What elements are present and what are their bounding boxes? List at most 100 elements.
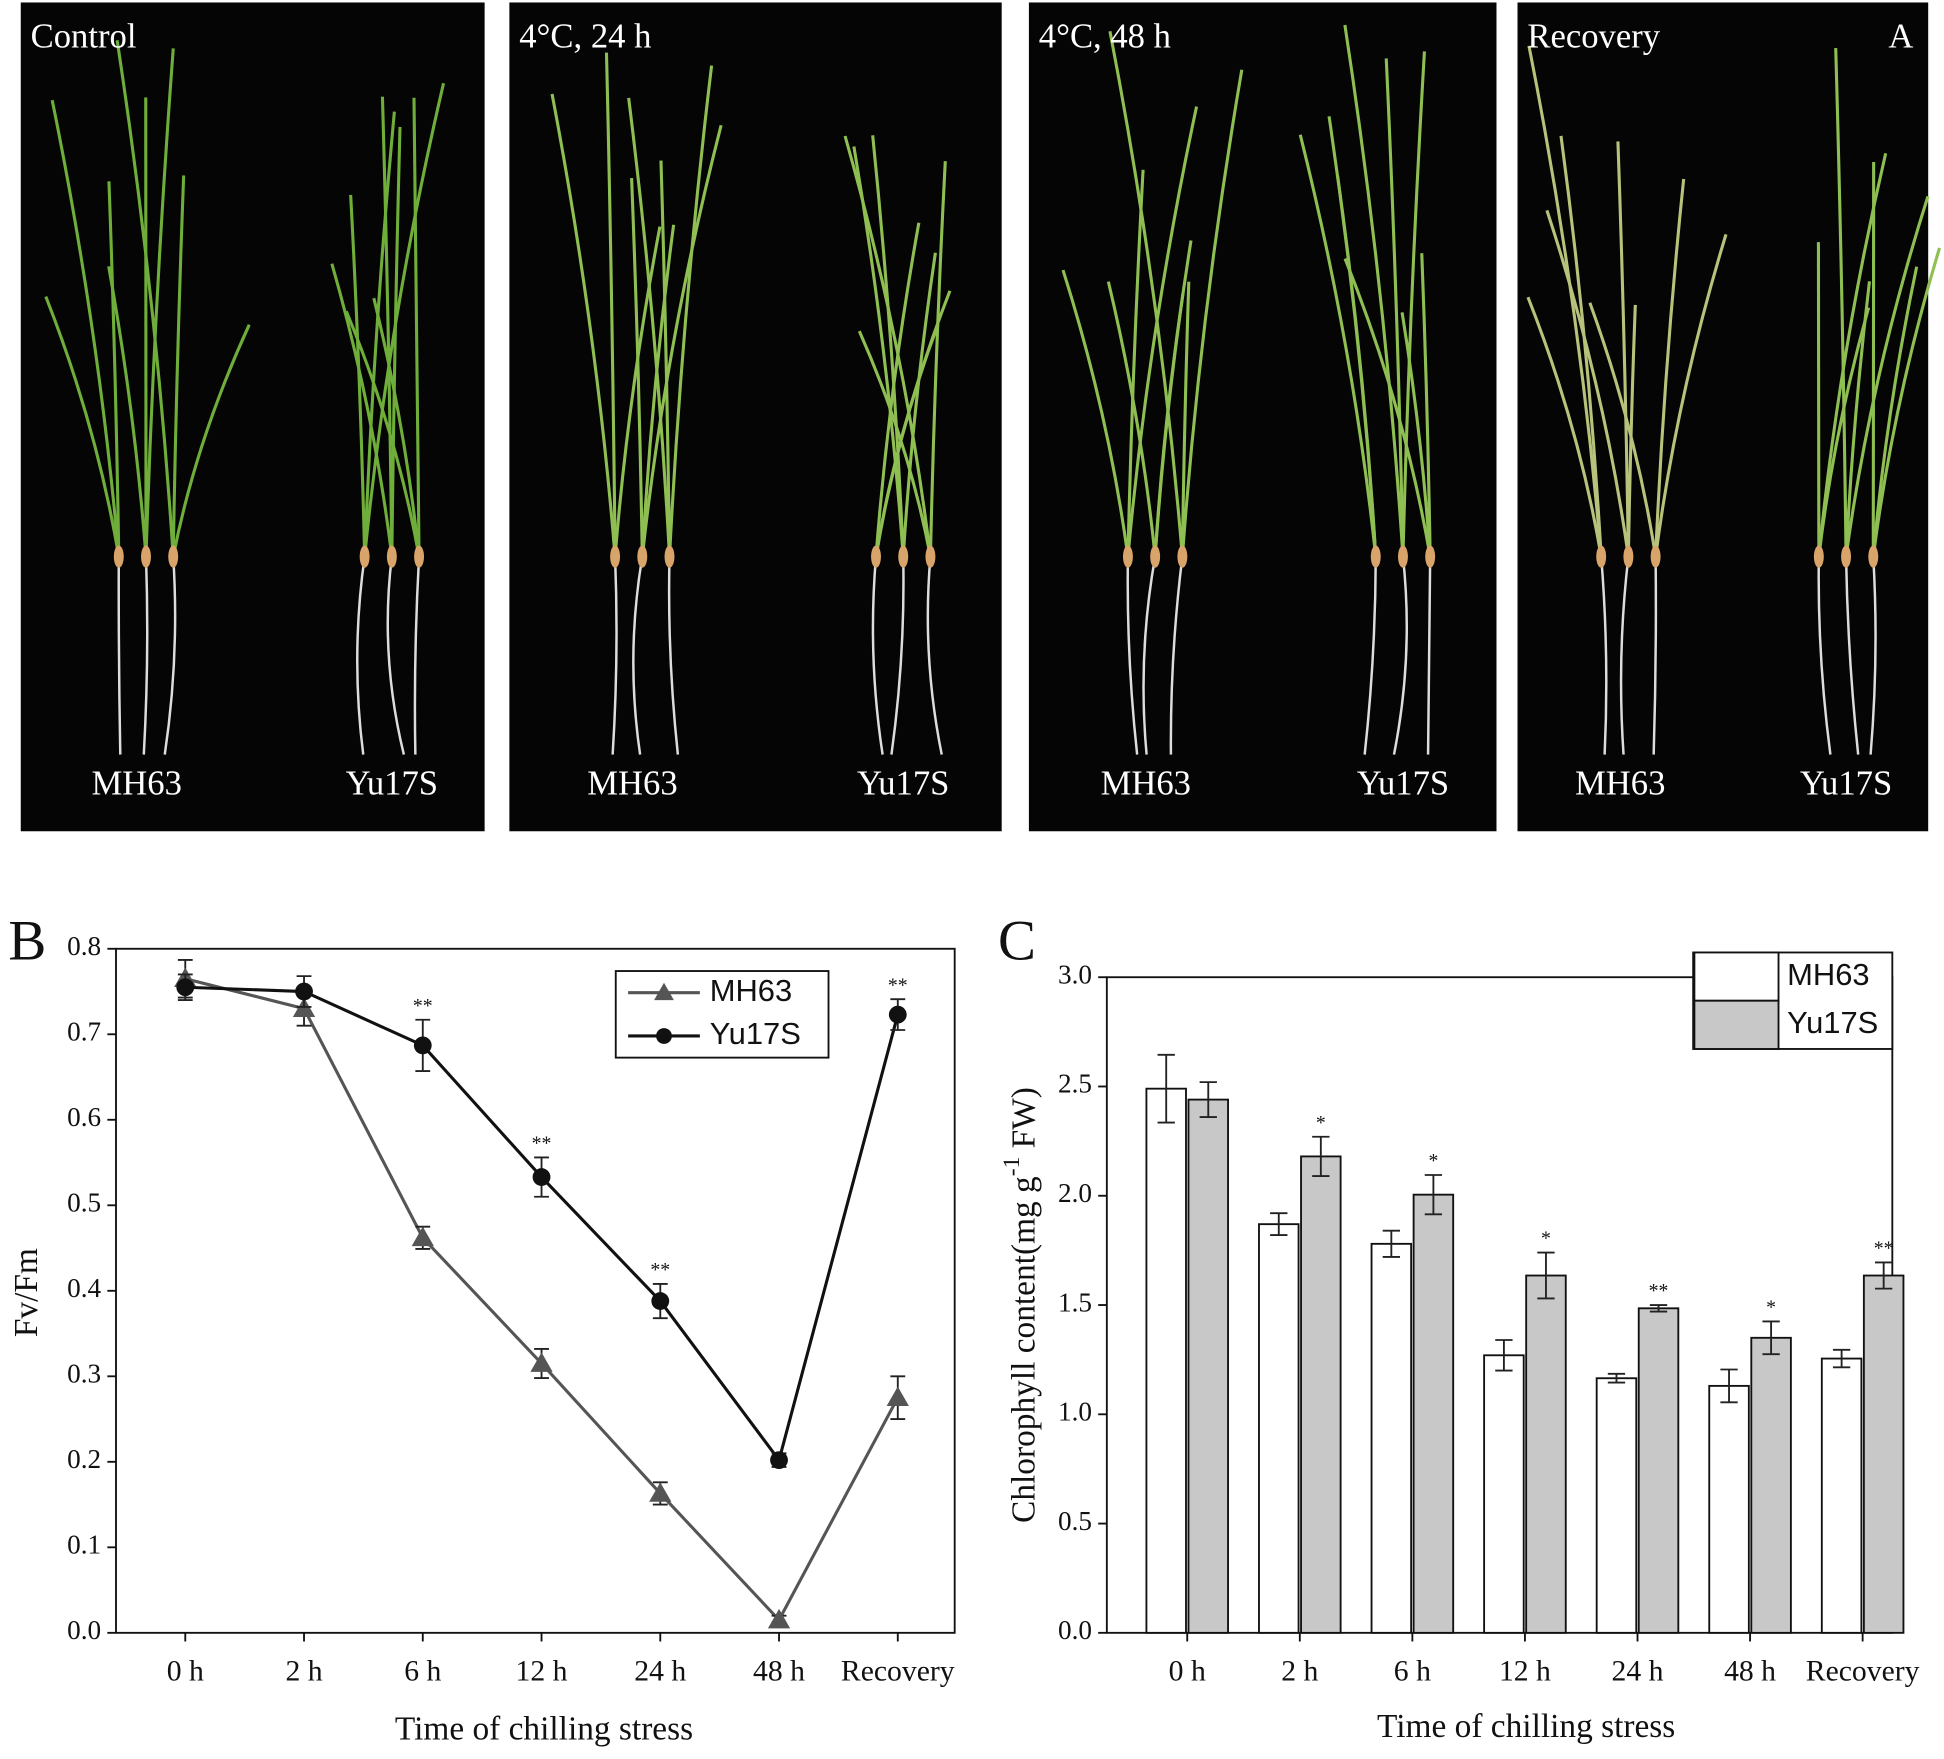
marker bbox=[176, 978, 195, 997]
leaf bbox=[928, 161, 947, 557]
y-tick-label: 0.4 bbox=[67, 1273, 101, 1303]
leaf bbox=[550, 93, 617, 557]
leaf bbox=[144, 48, 175, 557]
chart: B 0.0 0.1 0.2 0.3 0.4 0.5 0.6 0.7 0.8 0 h 2 h 6 h 12 … bbox=[8, 909, 956, 1747]
seed bbox=[141, 545, 151, 568]
root bbox=[1392, 556, 1408, 755]
y-tick-label: 0.6 bbox=[67, 1102, 101, 1132]
legend: MH63 Yu17S bbox=[1692, 951, 1894, 1050]
leaf bbox=[1180, 281, 1191, 557]
y-tick-label: 0.2 bbox=[67, 1444, 101, 1474]
seed bbox=[113, 545, 124, 568]
significance-label: * bbox=[1428, 1150, 1438, 1172]
root bbox=[1363, 556, 1377, 755]
bar bbox=[1525, 1274, 1567, 1634]
significance-label: ** bbox=[888, 974, 908, 996]
y-tick-label: 1.0 bbox=[1058, 1397, 1092, 1427]
leaf bbox=[1327, 116, 1378, 557]
leaf bbox=[843, 135, 932, 557]
leaf bbox=[44, 295, 121, 557]
y-tick-label: 0.7 bbox=[67, 1017, 101, 1047]
root bbox=[1869, 556, 1877, 755]
marker bbox=[654, 982, 674, 1001]
leaf bbox=[1126, 106, 1199, 557]
photo bbox=[20, 2, 485, 832]
error-bar bbox=[1607, 1372, 1626, 1384]
leaf bbox=[171, 324, 251, 557]
x-tick-label: 6 h bbox=[404, 1655, 441, 1687]
root bbox=[871, 556, 884, 755]
seed bbox=[925, 545, 936, 568]
panel-title: Control bbox=[31, 18, 137, 56]
leaf bbox=[50, 99, 121, 557]
leaf bbox=[390, 126, 402, 557]
legend-label: MH63 bbox=[710, 973, 792, 1008]
legend-label: Yu17S bbox=[710, 1016, 801, 1051]
seed bbox=[1813, 545, 1824, 568]
marker bbox=[770, 1451, 788, 1470]
panel-label: B bbox=[8, 909, 46, 972]
seed bbox=[359, 545, 370, 568]
leaf bbox=[1384, 58, 1405, 557]
leaf bbox=[412, 97, 421, 557]
error-bar bbox=[1199, 1081, 1217, 1119]
marker bbox=[530, 1352, 553, 1372]
y-axis-title-part: -1 bbox=[999, 1157, 1025, 1177]
error-bar bbox=[1382, 1229, 1400, 1258]
root bbox=[890, 556, 905, 755]
root bbox=[413, 556, 421, 755]
significance-label: ** bbox=[413, 995, 433, 1017]
leaf bbox=[107, 266, 148, 557]
leaf bbox=[1400, 312, 1432, 557]
bar bbox=[1187, 1098, 1229, 1634]
marker bbox=[295, 982, 313, 1001]
root bbox=[1126, 556, 1139, 755]
x-tick-label: 48 h bbox=[1724, 1655, 1776, 1687]
leaf bbox=[1298, 134, 1378, 557]
leaf bbox=[659, 160, 672, 557]
leaf bbox=[1180, 69, 1244, 557]
leaf bbox=[627, 97, 672, 557]
y-tick-label: 0.5 bbox=[67, 1188, 101, 1218]
root bbox=[386, 556, 406, 755]
bar bbox=[1595, 1377, 1638, 1634]
seed bbox=[1650, 545, 1661, 568]
leaf bbox=[871, 135, 905, 557]
root bbox=[117, 556, 122, 755]
bar bbox=[1708, 1384, 1750, 1634]
y-tick-label: 0.3 bbox=[67, 1359, 101, 1389]
y-tick-label: 2.0 bbox=[1058, 1178, 1092, 1208]
bar bbox=[1750, 1336, 1792, 1634]
series bbox=[174, 958, 909, 1629]
error-bar bbox=[1312, 1135, 1330, 1178]
chart: C 0.0 0.5 1.0 1.5 2.0 2.5 3.0 0 h 2 h 6 h 12 h 24 h 4… bbox=[998, 909, 1920, 1745]
photo-panel: Control MH63 Yu17S bbox=[20, 2, 485, 832]
leaf bbox=[372, 297, 421, 557]
significance-label: ** bbox=[532, 1133, 552, 1155]
marker bbox=[411, 1226, 434, 1247]
y-axis-title: Fv/Fm bbox=[8, 1248, 45, 1337]
leaf bbox=[1343, 24, 1405, 557]
seed bbox=[1868, 545, 1879, 568]
leaf bbox=[1526, 296, 1603, 557]
leaf bbox=[1401, 51, 1426, 557]
x-tick-label: 0 h bbox=[1169, 1655, 1206, 1687]
seed bbox=[1425, 545, 1436, 568]
seed bbox=[898, 545, 909, 568]
leaf bbox=[1817, 307, 1871, 557]
seed bbox=[1841, 545, 1852, 568]
leaf bbox=[857, 330, 932, 557]
bar bbox=[1862, 1274, 1905, 1634]
root bbox=[632, 556, 644, 755]
seed bbox=[1596, 545, 1607, 568]
marker bbox=[767, 1608, 791, 1629]
root bbox=[611, 556, 618, 755]
root bbox=[1599, 556, 1608, 755]
leaf bbox=[901, 252, 937, 557]
root bbox=[1169, 556, 1184, 755]
seed bbox=[1122, 545, 1133, 568]
seed bbox=[871, 545, 881, 568]
root bbox=[1844, 556, 1860, 755]
legend-swatch bbox=[1693, 951, 1780, 1002]
seed bbox=[637, 545, 648, 568]
